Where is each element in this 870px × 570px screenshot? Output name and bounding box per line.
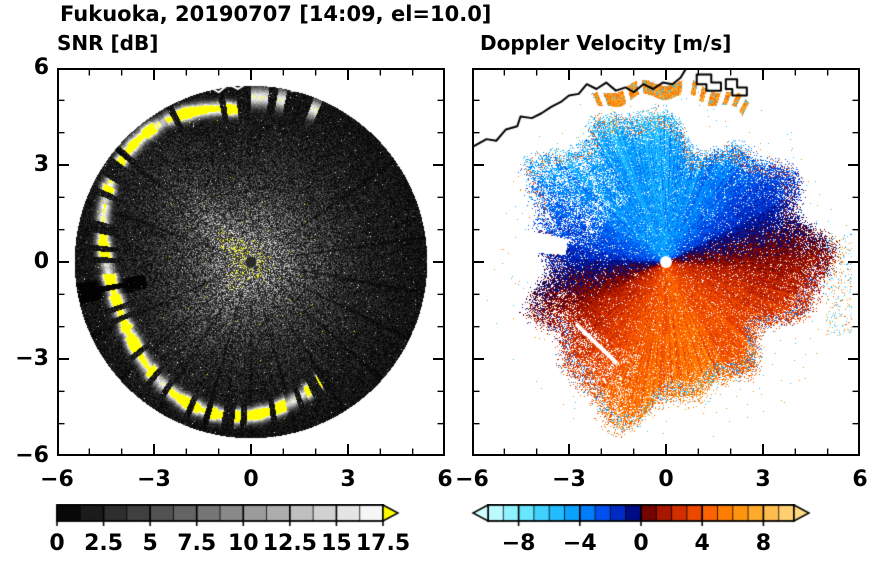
snr-colorbar xyxy=(37,504,403,530)
colorbar-tick-label: 0 xyxy=(49,531,65,556)
colorbar-tick-label: 4 xyxy=(694,531,710,556)
colorbar-tick-label: 17.5 xyxy=(355,531,411,556)
x-tick-label: −3 xyxy=(137,467,171,492)
y-tick-label: −6 xyxy=(15,443,49,468)
snr-plot-panel xyxy=(57,68,445,456)
y-tick-label: −3 xyxy=(15,346,49,371)
x-tick-label: 3 xyxy=(340,467,356,492)
y-tick-label: 3 xyxy=(33,152,49,177)
x-tick-label: 6 xyxy=(437,467,453,492)
colorbar-tick-label: 5 xyxy=(142,531,158,556)
snr-panel-title: SNR [dB] xyxy=(57,31,159,55)
x-tick-label: 0 xyxy=(658,467,674,492)
doppler-panel-title: Doppler Velocity [m/s] xyxy=(480,31,732,55)
axes-frame xyxy=(472,68,860,456)
colorbar-tick-label: 15 xyxy=(321,531,352,556)
doppler-colorbar xyxy=(468,504,814,530)
x-tick-label: 6 xyxy=(852,467,868,492)
y-tick-label: 6 xyxy=(33,55,49,80)
snr-heatmap-canvas xyxy=(57,68,445,456)
colorbar-tick-label: 7.5 xyxy=(177,531,217,556)
doppler-heatmap-canvas xyxy=(472,68,860,456)
x-tick-label: −6 xyxy=(455,467,489,492)
colorbar-tick-label: 2.5 xyxy=(84,531,124,556)
y-tick-label: 0 xyxy=(33,249,49,274)
x-tick-label: −3 xyxy=(552,467,586,492)
x-tick-label: −6 xyxy=(40,467,74,492)
doppler-plot-panel xyxy=(472,68,860,456)
x-tick-label: 3 xyxy=(755,467,771,492)
colorbar-tick-label: 0 xyxy=(633,531,649,556)
x-tick-label: 0 xyxy=(243,467,259,492)
colorbar-tick-label: −4 xyxy=(562,531,597,556)
colorbar-tick-label: 10 xyxy=(227,531,259,556)
snr-axes xyxy=(57,68,445,456)
doppler-axes xyxy=(472,68,860,456)
colorbar-tick-label: −8 xyxy=(501,531,536,556)
colorbar-tick-label: 12.5 xyxy=(262,531,317,556)
colorbar-tick-label: 8 xyxy=(755,531,772,556)
figure-title: Fukuoka, 20190707 [14:09, el=10.0] xyxy=(60,2,492,26)
axes-frame xyxy=(57,68,445,456)
